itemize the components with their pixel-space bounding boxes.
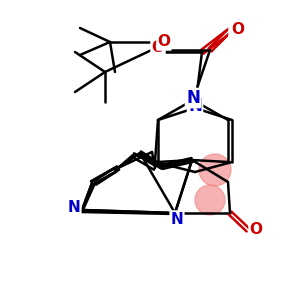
Text: N: N bbox=[186, 89, 200, 107]
Text: O: O bbox=[230, 22, 242, 38]
Text: N: N bbox=[171, 212, 183, 226]
Text: O: O bbox=[158, 34, 170, 50]
Text: O: O bbox=[232, 22, 244, 37]
Text: O: O bbox=[250, 223, 262, 238]
Circle shape bbox=[195, 185, 225, 215]
Text: N: N bbox=[68, 200, 80, 215]
Text: O: O bbox=[152, 40, 164, 55]
Text: N: N bbox=[188, 97, 202, 115]
Circle shape bbox=[199, 154, 231, 186]
